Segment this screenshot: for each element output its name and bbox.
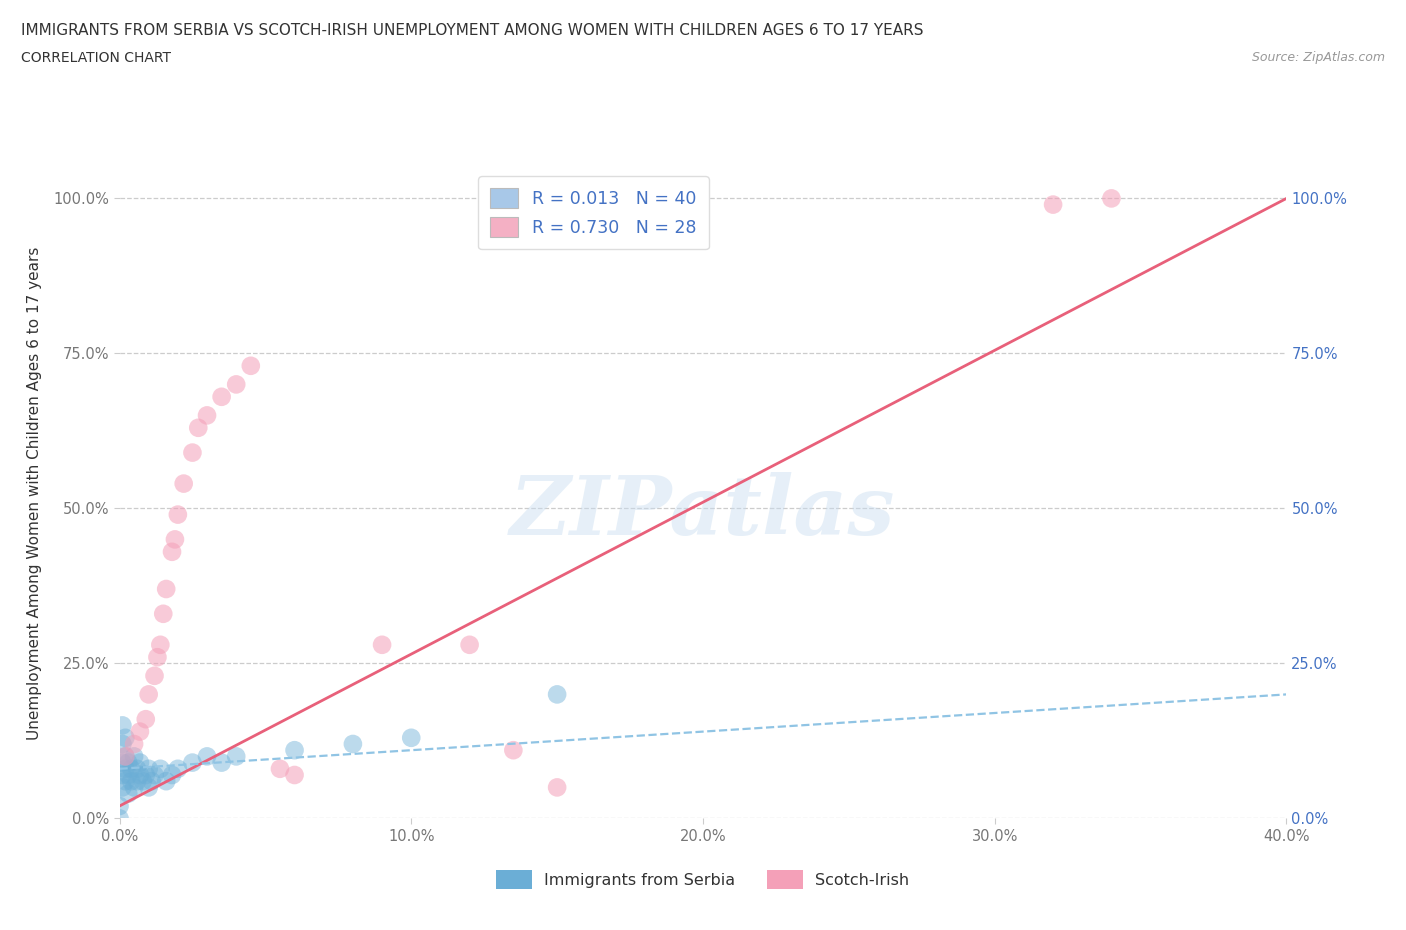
Point xyxy=(114,730,136,745)
Point xyxy=(155,774,177,789)
Point xyxy=(111,767,134,782)
Point xyxy=(141,774,163,789)
Point xyxy=(125,762,148,777)
Point xyxy=(173,476,195,491)
Point xyxy=(117,755,139,770)
Point xyxy=(129,767,152,782)
Point xyxy=(117,786,139,801)
Point xyxy=(129,724,152,739)
Point xyxy=(122,780,145,795)
Point xyxy=(129,755,152,770)
Point xyxy=(138,687,160,702)
Point xyxy=(195,408,218,423)
Point xyxy=(195,749,218,764)
Point xyxy=(135,767,157,782)
Point xyxy=(152,606,174,621)
Point xyxy=(458,637,481,652)
Y-axis label: Unemployment Among Women with Children Ages 6 to 17 years: Unemployment Among Women with Children A… xyxy=(27,246,42,739)
Point xyxy=(181,755,204,770)
Point xyxy=(111,718,134,733)
Point xyxy=(111,755,134,770)
Point xyxy=(111,780,134,795)
Point xyxy=(155,581,177,596)
Point xyxy=(225,749,247,764)
Point xyxy=(143,669,166,684)
Point xyxy=(371,637,394,652)
Point xyxy=(135,711,157,726)
Point xyxy=(269,762,291,777)
Point xyxy=(502,743,524,758)
Point xyxy=(114,749,136,764)
Point xyxy=(166,762,188,777)
Point xyxy=(108,811,131,826)
Text: CORRELATION CHART: CORRELATION CHART xyxy=(21,51,172,65)
Text: IMMIGRANTS FROM SERBIA VS SCOTCH-IRISH UNEMPLOYMENT AMONG WOMEN WITH CHILDREN AG: IMMIGRANTS FROM SERBIA VS SCOTCH-IRISH U… xyxy=(21,23,924,38)
Point xyxy=(138,762,160,777)
Point xyxy=(546,687,568,702)
Point xyxy=(120,762,142,777)
Point xyxy=(114,774,136,789)
Point xyxy=(342,737,364,751)
Point xyxy=(117,767,139,782)
Point xyxy=(211,390,233,405)
Point xyxy=(120,774,142,789)
Point xyxy=(211,755,233,770)
Point xyxy=(108,799,131,814)
Point xyxy=(160,544,183,559)
Legend: Immigrants from Serbia, Scotch-Irish: Immigrants from Serbia, Scotch-Irish xyxy=(491,864,915,895)
Point xyxy=(114,762,136,777)
Point xyxy=(187,420,209,435)
Point xyxy=(146,650,169,665)
Point xyxy=(138,780,160,795)
Point xyxy=(163,532,186,547)
Point xyxy=(239,358,262,373)
Point xyxy=(114,749,136,764)
Point xyxy=(143,767,166,782)
Point xyxy=(1099,191,1122,206)
Point xyxy=(401,730,423,745)
Point xyxy=(111,737,134,751)
Text: ZIPatlas: ZIPatlas xyxy=(510,472,896,552)
Point xyxy=(181,445,204,460)
Point xyxy=(132,774,155,789)
Point xyxy=(166,507,188,522)
Text: Source: ZipAtlas.com: Source: ZipAtlas.com xyxy=(1251,51,1385,64)
Point xyxy=(225,377,247,392)
Point xyxy=(122,749,145,764)
Point xyxy=(149,762,172,777)
Point xyxy=(283,767,307,782)
Point xyxy=(1042,197,1064,212)
Point xyxy=(283,743,307,758)
Point xyxy=(160,767,183,782)
Point xyxy=(125,774,148,789)
Point xyxy=(122,737,145,751)
Point xyxy=(546,780,568,795)
Point xyxy=(149,637,172,652)
